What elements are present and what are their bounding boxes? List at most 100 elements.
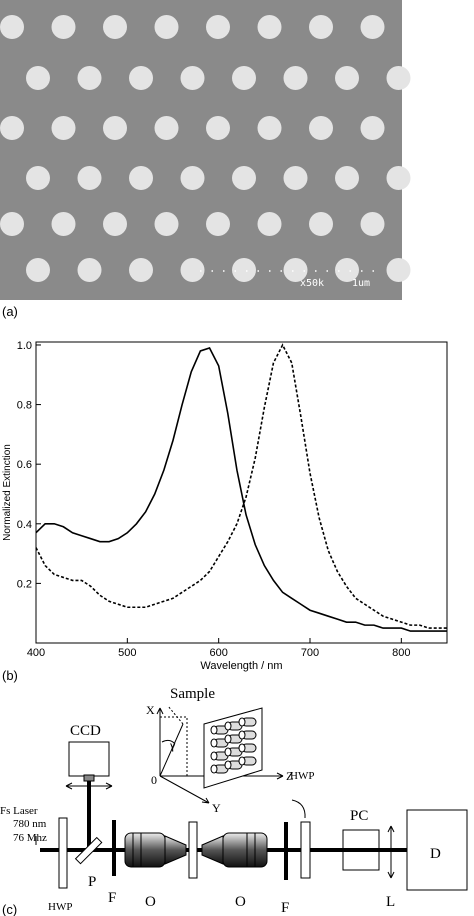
- laser-label: Fs Laser: [0, 805, 38, 817]
- lens: [387, 825, 395, 879]
- laser-label: 76 Mhz: [13, 832, 47, 844]
- y-tick-label: 0.6: [17, 459, 32, 471]
- nanodisk: [232, 66, 256, 90]
- nanodisk: [129, 166, 153, 190]
- lens-label: L: [386, 894, 395, 910]
- y-axis-label: Normalized Extinction: [2, 444, 13, 541]
- nanodisk: [360, 116, 385, 140]
- nanodisk: [26, 258, 50, 282]
- x-tick-label: 600: [209, 647, 227, 659]
- half-wave-plate: [300, 821, 311, 879]
- polarizer: [74, 836, 103, 865]
- panel-label: (a): [2, 304, 18, 319]
- optical-setup: Sample CCD Fs Laser 780 nm 76 Mhz HWP P …: [0, 686, 468, 916]
- nanodisk: [180, 66, 205, 90]
- pillar-top: [224, 760, 232, 770]
- nanodisk: [51, 116, 76, 140]
- nanodisk: [335, 166, 359, 190]
- axis: [156, 707, 164, 776]
- nanodisk: [129, 66, 153, 90]
- plot-frame: [35, 341, 448, 644]
- nanodisk: [360, 212, 385, 236]
- objective: [124, 832, 187, 868]
- objective: [201, 832, 268, 868]
- nanodisk: [180, 166, 205, 190]
- laser-label: 780 nm: [13, 818, 47, 830]
- nanodisk: [257, 15, 282, 39]
- nanodisk: [154, 212, 179, 236]
- ccd: [68, 741, 110, 777]
- nanodisk: [283, 66, 308, 90]
- chart: 400 500 600 700 800 0.2 0.4 0.6 0.8 1.0 Wavelength…: [2, 340, 448, 672]
- objective-label: O: [145, 894, 156, 910]
- scale-label: 1um: [352, 278, 370, 289]
- polarizer-label: P: [88, 874, 96, 890]
- filter-label: F: [281, 900, 289, 916]
- pillar-array: [210, 717, 257, 774]
- hwp-label: HWP: [290, 770, 314, 782]
- nanodisk: [232, 258, 256, 282]
- projection: [160, 705, 188, 778]
- pillar-top: [238, 756, 246, 766]
- nanodisk: [129, 258, 153, 282]
- half-wave-plate: [58, 817, 68, 889]
- pillar-top: [210, 738, 218, 748]
- x-tick-label: 700: [301, 647, 319, 659]
- nanodisk: [386, 66, 411, 90]
- filter-label: F: [108, 890, 116, 906]
- axis-label: Z: [286, 769, 293, 783]
- axis: [159, 723, 184, 777]
- sample: [188, 821, 198, 879]
- series-line: [35, 346, 447, 632]
- nanodisk: [232, 166, 256, 190]
- ccd-label: CCD: [70, 723, 101, 739]
- pillar-top: [210, 764, 218, 774]
- pillar-top: [210, 725, 218, 735]
- nanodisk: [206, 15, 230, 39]
- detector: [406, 809, 468, 891]
- angle-arc: [161, 739, 176, 745]
- nanodisk: [335, 258, 359, 282]
- ccd-lens: [83, 774, 95, 782]
- nanodisk: [154, 116, 179, 140]
- pc-label: PC: [350, 808, 368, 824]
- pillar-top: [238, 743, 246, 753]
- series-line: [35, 343, 447, 629]
- nanodisk-array: [0, 15, 411, 282]
- nanodisk: [154, 15, 179, 39]
- angle-label: γ: [169, 738, 176, 752]
- x-axis-label: Wavelength / nm: [200, 660, 282, 672]
- hwp-label: HWP: [48, 901, 72, 913]
- nanodisk: [309, 15, 333, 39]
- nanodisk: [103, 116, 127, 140]
- nanodisk: [180, 258, 205, 282]
- axis-label: Y: [212, 801, 221, 815]
- y-tick-label: 0.4: [17, 519, 32, 531]
- axis-label: 0: [151, 773, 157, 787]
- nanodisk: [335, 66, 359, 90]
- nanodisk: [51, 212, 76, 236]
- nanodisk: [309, 116, 333, 140]
- panel-label: (b): [2, 668, 18, 683]
- nanodisk: [77, 258, 102, 282]
- pillar-top: [224, 747, 232, 757]
- axis-label: X: [146, 703, 155, 717]
- nanodisk: [0, 212, 24, 236]
- x-tick-label: 800: [392, 647, 410, 659]
- nanodisk: [26, 166, 50, 190]
- axis: [159, 775, 210, 804]
- sem-image: [0, 0, 402, 300]
- nanodisk: [77, 166, 102, 190]
- detector-label: D: [430, 846, 441, 862]
- pillar-top: [210, 751, 218, 761]
- objective-label: O: [235, 894, 246, 910]
- x-tick-label: 400: [27, 647, 45, 659]
- pillar-top: [224, 734, 232, 744]
- y-tick-label: 1.0: [17, 340, 32, 352]
- nanodisk: [103, 212, 127, 236]
- nanodisk: [386, 258, 411, 282]
- nanodisk: [257, 116, 282, 140]
- nanodisk: [386, 166, 411, 190]
- nanodisk: [360, 15, 385, 39]
